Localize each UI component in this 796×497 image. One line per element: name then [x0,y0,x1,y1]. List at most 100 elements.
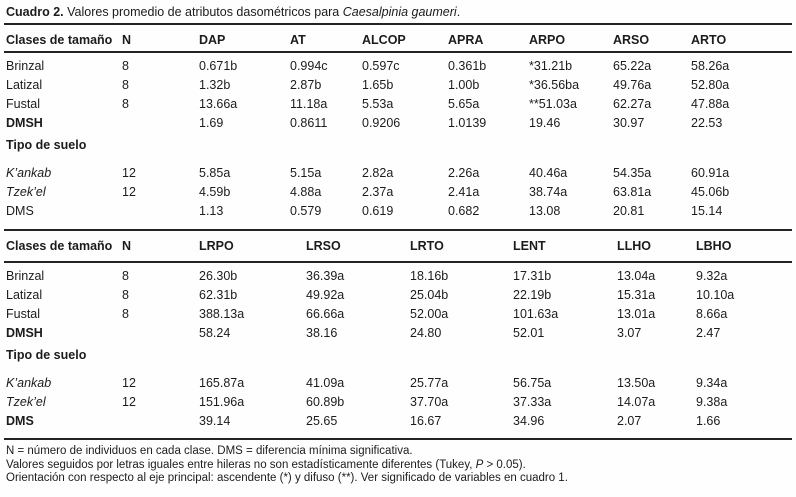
table-row: Fustal 8 13.66a 11.18a 5.53a 5.65a **51.03a 62.… [0,95,796,114]
table-cell: 5.65a [448,97,480,111]
table-cell: 13.08 [529,204,561,218]
table-cell: 8 [122,288,129,302]
table-cell: 0.361b [448,59,487,73]
table-cell: 0.597c [362,59,400,73]
table-row: Latizal 8 1.32b 2.87b 1.65b 1.00b *36.56ba 49.7… [0,76,796,95]
table1-soil-section-label: Tipo de suelo [6,138,87,152]
table-cell: K’ankab [6,166,52,180]
table-cell: 4.59b [199,185,231,199]
table-cell: 9.32a [696,269,728,283]
table2-top-rule [4,229,792,231]
table-cell: 2.82a [362,166,394,180]
table-row: DMS 1.13 0.579 0.619 0.682 13.08 20.81 15.14 [0,202,796,221]
table-cell: 24.80 [410,326,442,340]
table-title-species: Caesalpinia gaumeri [342,5,457,19]
table-cell: 25.65 [306,414,338,428]
table-row: K’ankab 12 5.85a 5.15a 2.82a 2.26a 40.46a 54.35… [0,164,796,183]
table-row: Tzek’el 12 151.96a 60.89b 37.70a 37.33a 14.07a… [0,393,796,412]
table-cell: 17.31b [513,269,552,283]
table-cell: 0.671b [199,59,238,73]
table-cell: 34.96 [513,414,545,428]
column-header: LBHO [696,239,732,253]
table-cell: Fustal [6,307,41,321]
table-cell: 8 [122,97,129,111]
table-cell: 1.13 [199,204,224,218]
table-cell: 14.07a [617,395,656,409]
table-cell: Tzek’el [6,395,46,409]
table-cell: 13.50a [617,376,656,390]
table-row: K’ankab 12 165.87a 41.09a 25.77a 56.75a 13.50a… [0,374,796,393]
table2-header-row: Clases de tamaño N LRPO LRSO LRTO LENT LLHO LBH… [0,237,796,256]
table-cell: DMS [6,204,34,218]
table-cell: 38.74a [529,185,568,199]
table1-header-row: Clases de tamaño N DAP AT ALCOP APRA ARPO ARSO A… [0,31,796,50]
table-cell: K’ankab [6,376,52,390]
table-cell: 2.41a [448,185,480,199]
table-cell: 40.46a [529,166,568,180]
table-cell: 165.87a [199,376,245,390]
table-title-text: Valores promedio de atributos dasométric… [63,5,343,19]
table-cell: 8 [122,307,129,321]
table-cell: 9.34a [696,376,728,390]
table-cell: 49.92a [306,288,345,302]
table-cell: 52.80a [691,78,730,92]
table-cell: 22.53 [691,116,723,130]
footnote-3: Orientación con respecto al eje principa… [6,472,568,485]
table-cell: *36.56ba [529,78,580,92]
table-cell: 58.24 [199,326,231,340]
table-cell: 19.46 [529,116,561,130]
table-title-number: Cuadro 2. [6,5,64,19]
table1-size-class-rows: Brinzal 8 0.671b 0.994c 0.597c 0.361b *31.21b 6… [0,57,796,133]
footnote-2: Valores seguidos por letras iguales entr… [6,459,796,473]
table-cell: 1.65b [362,78,394,92]
table-cell: 20.81 [613,204,645,218]
footnote-1: N = número de individuos en cada clase. … [6,445,413,457]
table-cell: **51.03a [529,97,577,111]
table2-size-class-rows: Brinzal 8 26.30b 36.39a 18.16b 17.31b 13.04a 9.… [0,267,796,343]
column-header: LLHO [617,239,652,253]
table-cell: 39.14 [199,414,231,428]
table-cell: 56.75a [513,376,552,390]
table-cell: 2.07 [617,414,642,428]
table-cell [122,202,199,221]
footnotes: N = número de individuos en cada clase. … [6,445,796,486]
table2-soil-section-label: Tipo de suelo [6,348,87,362]
table-cell: 8 [122,269,129,283]
table-cell [122,324,199,343]
table-cell: 1.32b [199,78,231,92]
table2-header-rule [4,261,792,263]
table-cell: 3.07 [617,326,642,340]
table-cell: 47.88a [691,97,730,111]
table-cell: 388.13a [199,307,245,321]
table-cell: 11.18a [290,97,328,111]
column-header: ARPO [529,33,566,47]
table-cell: 13.04a [617,269,656,283]
column-header: AT [290,33,306,47]
table-cell: Brinzal [6,59,45,73]
table-row: Brinzal 8 26.30b 36.39a 18.16b 17.31b 13.04a 9.… [0,267,796,286]
table-cell: 45.06b [691,185,730,199]
table-title-period: . [456,5,461,19]
table-row: Brinzal 8 0.671b 0.994c 0.597c 0.361b *31.21b 6… [0,57,796,76]
table-cell: 2.87b [290,78,322,92]
table-cell: 4.88a [290,185,322,199]
table-row: Latizal 8 62.31b 49.92a 25.04b 22.19b 15.31a 10… [0,286,796,305]
table-cell [122,114,199,133]
table-cell: 0.579 [290,204,322,218]
table-cell: 18.16b [410,269,449,283]
table1-soil-rows: K’ankab 12 5.85a 5.15a 2.82a 2.26a 40.46a 54.35… [0,164,796,221]
table-cell: 10.10a [696,288,735,302]
column-header: ALCOP [362,33,406,47]
table-cell: 12 [122,166,136,180]
table-cell: 22.19b [513,288,552,302]
table-cell: 8 [122,78,129,92]
table-cell: 8 [122,59,129,73]
table-cell: 16.67 [410,414,442,428]
table-cell: 58.26a [691,59,730,73]
table-cell [122,412,199,431]
column-header: LENT [513,239,546,253]
table-cell: 25.04b [410,288,449,302]
table-cell: 63.81a [613,185,652,199]
table1-header-rule [4,51,792,53]
